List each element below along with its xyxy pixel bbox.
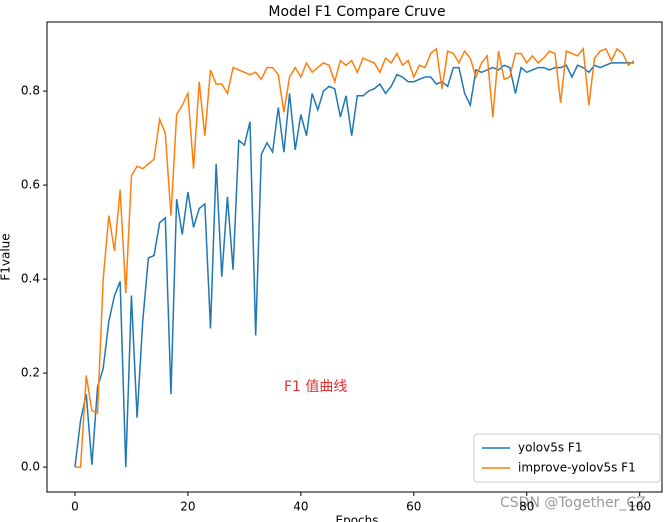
x-tick-label: 80 xyxy=(519,500,534,514)
x-tick-label: 100 xyxy=(628,500,651,514)
plot-frame xyxy=(46,21,663,493)
x-tick-label: 20 xyxy=(180,500,195,514)
y-tick-label: 0.2 xyxy=(21,366,40,380)
series-line xyxy=(74,62,635,468)
watermark: CSDN @Together_CZ xyxy=(500,495,646,511)
legend-label: yolov5s F1 xyxy=(518,441,582,455)
y-tick-label: 0.8 xyxy=(21,84,40,98)
y-tick-label: 0.4 xyxy=(21,272,40,286)
y-tick-label: 0.6 xyxy=(21,178,40,192)
x-tick-label: 40 xyxy=(293,500,308,514)
legend-box xyxy=(473,433,661,483)
x-tick-label: 60 xyxy=(406,500,421,514)
y-tick-label: 0.0 xyxy=(21,460,40,474)
chart-title: Model F1 Compare Cruve xyxy=(268,4,445,20)
x-tick-label: 0 xyxy=(71,500,79,514)
legend-label: improve-yolov5s F1 xyxy=(518,461,636,475)
y-axis-label: F1value xyxy=(0,233,13,280)
x-axis-label: Epochs xyxy=(336,514,379,522)
series-line xyxy=(74,46,635,468)
annotation: F1 值曲线 xyxy=(284,379,347,395)
